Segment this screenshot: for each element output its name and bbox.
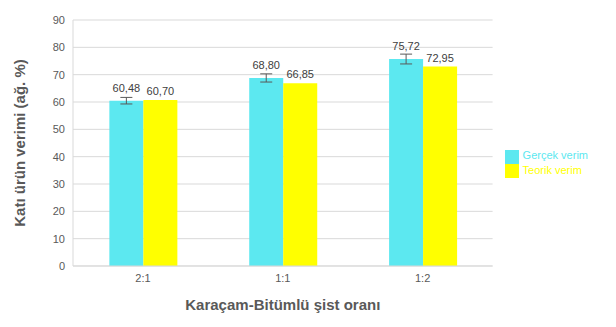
- svg-text:60: 60: [53, 96, 65, 108]
- svg-text:50: 50: [53, 123, 65, 135]
- svg-text:80: 80: [53, 41, 65, 53]
- svg-text:20: 20: [53, 205, 65, 217]
- svg-text:Katı ürün verimi (ağ. %): Katı ürün verimi (ağ. %): [11, 59, 28, 227]
- svg-text:60,70: 60,70: [147, 85, 175, 97]
- svg-text:60,48: 60,48: [113, 82, 141, 94]
- svg-text:0: 0: [59, 260, 65, 272]
- svg-text:72,95: 72,95: [426, 52, 454, 64]
- svg-text:68,80: 68,80: [252, 59, 280, 71]
- html-text:Teorik verim: Teorik verim: [522, 163, 582, 176]
- svg-text:Karaçam-Bitümlü şist oranı: Karaçam-Bitümlü şist oranı: [185, 296, 380, 313]
- svg-text:1:2: 1:2: [415, 272, 430, 284]
- svg-text:90: 90: [53, 14, 65, 26]
- html-text:Gerçek verim: Gerçek verim: [522, 149, 588, 162]
- svg-text:70: 70: [53, 69, 65, 81]
- svg-text:75,72: 75,72: [392, 40, 420, 52]
- svg-text:40: 40: [53, 151, 65, 163]
- svg-text:30: 30: [53, 178, 65, 190]
- svg-text:2:1: 2:1: [135, 272, 150, 284]
- svg-text:10: 10: [53, 233, 65, 245]
- svg-text:66,85: 66,85: [286, 68, 314, 80]
- svg-text:1:1: 1:1: [275, 272, 290, 284]
